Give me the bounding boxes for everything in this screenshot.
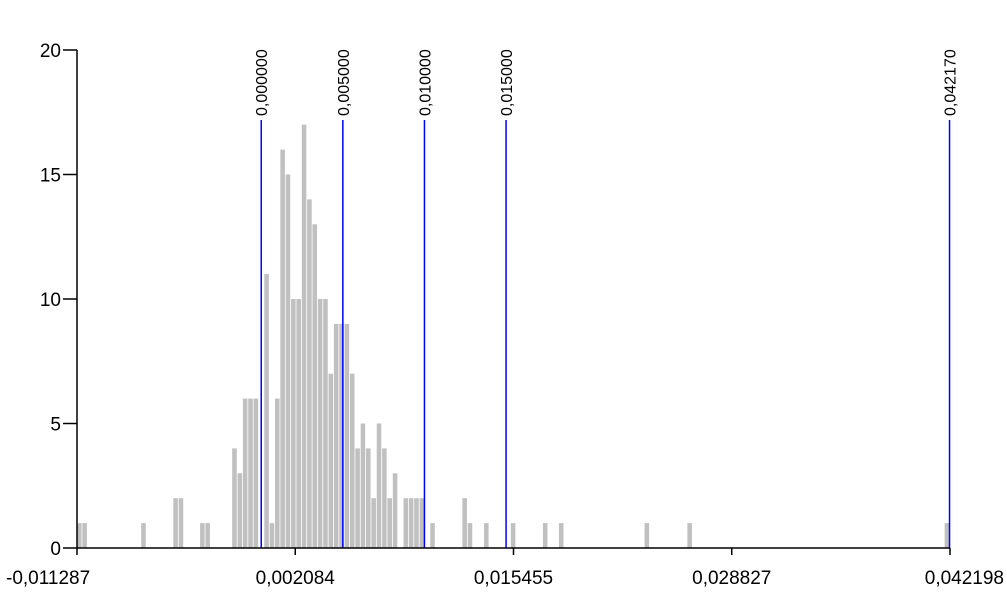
histogram-bar — [484, 523, 489, 548]
histogram-bar — [328, 373, 334, 548]
histogram-bar — [376, 423, 382, 548]
histogram-bar — [944, 523, 950, 548]
histogram-bar — [200, 523, 205, 548]
histogram-bar — [264, 274, 269, 548]
y-tick-label: 5 — [50, 415, 61, 436]
histogram-bar — [178, 498, 184, 548]
reference-line-label: 0,005000 — [336, 49, 353, 116]
histogram-bar — [339, 323, 344, 548]
histogram-bar — [414, 498, 419, 548]
histogram-bars — [77, 124, 950, 549]
histogram-bar — [360, 423, 366, 548]
histogram-bar — [82, 523, 87, 548]
reference-line-label: 0,010000 — [417, 49, 434, 116]
reference-line-label: 0,000000 — [254, 49, 271, 116]
x-tick-label: 0,028827 — [692, 568, 771, 589]
histogram-bar — [382, 448, 387, 548]
histogram-bar — [317, 299, 323, 548]
histogram-bar — [275, 398, 280, 548]
histogram-bar — [558, 523, 564, 548]
histogram-bar — [355, 448, 360, 548]
histogram-bar — [366, 448, 371, 548]
y-tick-label: 10 — [40, 290, 61, 311]
histogram-bar — [173, 498, 178, 548]
histogram-bar — [408, 498, 414, 548]
histogram-bar — [349, 373, 355, 548]
x-tick-label: 0,015455 — [474, 568, 553, 589]
histogram-bar — [269, 523, 275, 548]
histogram-bar — [333, 323, 339, 548]
histogram-bar — [232, 448, 237, 548]
y-tick-label: 15 — [40, 166, 61, 187]
histogram-bar — [403, 498, 409, 548]
reference-lines — [260, 120, 951, 548]
histogram-bar — [687, 523, 692, 548]
histogram-bar — [280, 149, 285, 548]
histogram-bar — [467, 523, 473, 548]
reference-line-label: 0,015000 — [499, 49, 516, 116]
x-tick-label: 0,002084 — [256, 568, 336, 589]
histogram-bar — [323, 299, 328, 548]
reference-line-labels: 0,000000 0,005000 0,010000 0,015000 0,042170 — [254, 49, 959, 116]
histogram-bar — [307, 199, 312, 548]
histogram-bar — [387, 498, 392, 548]
histogram-bar — [344, 323, 350, 548]
histogram-bar — [392, 473, 398, 548]
histogram-bar — [312, 224, 318, 549]
x-tick-label: 0,042198 — [925, 568, 1004, 589]
histogram-bar — [462, 498, 467, 548]
histogram-bar — [510, 523, 516, 548]
histogram-bar — [253, 398, 259, 548]
y-tick-label: 20 — [40, 41, 61, 62]
histogram-bar — [371, 498, 376, 548]
x-tick-label: -0,011287 — [6, 568, 90, 589]
histogram-bar — [77, 523, 82, 548]
histogram-bar — [296, 299, 301, 548]
y-tick-label: 0 — [50, 539, 61, 560]
histogram-bar — [291, 299, 296, 548]
histogram-bar — [301, 124, 307, 548]
histogram-bar — [242, 398, 248, 548]
histogram-bar — [542, 523, 548, 548]
histogram-bar — [430, 523, 435, 548]
axes — [76, 50, 950, 549]
y-ticks: 0 5 10 15 20 — [40, 41, 77, 560]
histogram-bar — [248, 398, 253, 548]
histogram-bar — [205, 523, 210, 548]
histogram-bar — [285, 174, 291, 548]
histogram-bar — [419, 498, 425, 548]
histogram-bar — [644, 523, 650, 548]
x-ticks: -0,011287 0,002084 0,015455 0,028827 0,04219… — [6, 548, 1004, 589]
histogram-bar — [237, 473, 243, 548]
reference-line-label: 0,042170 — [943, 49, 960, 116]
histogram-bar — [141, 523, 146, 548]
